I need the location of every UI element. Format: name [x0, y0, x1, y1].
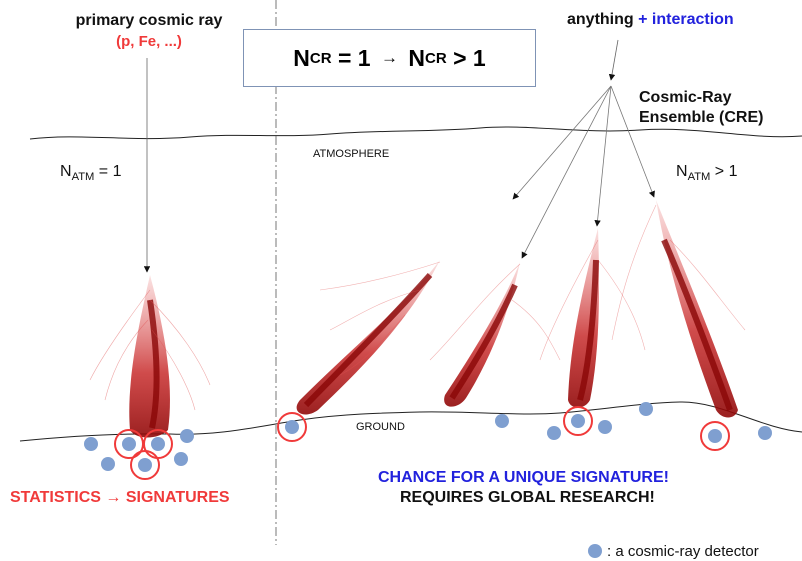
air-shower-5 — [611, 200, 746, 418]
hit-ring — [563, 406, 593, 436]
detector — [708, 429, 722, 443]
air-shower-3 — [429, 262, 561, 407]
primary-particles-label: (p, Fe, ...) — [116, 33, 182, 50]
detector — [285, 420, 299, 434]
n-atm-left-label: NATM = 1 — [60, 163, 122, 183]
hit-ring — [277, 412, 307, 442]
legend-detector-icon — [588, 544, 602, 558]
air-shower-4 — [539, 228, 646, 408]
fan-arrow-1 — [512, 85, 612, 200]
cre-label: Cosmic-Ray Ensemble (CRE) — [639, 89, 764, 126]
n-atm-right-label: NATM > 1 — [676, 163, 738, 183]
statistics-signatures-label: STATISTICS → SIGNATURES — [10, 489, 230, 506]
detector — [174, 452, 188, 466]
detector — [180, 429, 194, 443]
detector — [571, 414, 585, 428]
fan-arrow-3 — [594, 85, 612, 227]
detector — [547, 426, 561, 440]
hit-ring — [700, 421, 730, 451]
global-research-label: REQUIRES GLOBAL RESEARCH! — [400, 489, 655, 506]
air-shower-1 — [89, 275, 211, 438]
ground-label: GROUND — [356, 421, 405, 433]
detector — [101, 457, 115, 471]
fan-arrow-4 — [610, 85, 655, 198]
legend-label: : a cosmic-ray detector — [607, 543, 759, 560]
primary-cosmic-ray-label: primary cosmic ray — [75, 12, 223, 29]
detector — [639, 402, 653, 416]
detector — [138, 458, 152, 472]
atmosphere-label: ATMOSPHERE — [313, 148, 390, 160]
detector — [122, 437, 136, 451]
atmosphere-line — [29, 126, 802, 140]
detectors — [84, 402, 772, 472]
air-shower-2 — [296, 260, 441, 415]
formula-box: N CR = 1 → N CR > 1 — [243, 29, 536, 87]
interaction-arrow — [608, 39, 619, 81]
detector — [151, 437, 165, 451]
chance-signature-label: CHANCE FOR A UNIQUE SIGNATURE! — [378, 469, 669, 486]
detector — [598, 420, 612, 434]
detector — [495, 414, 509, 428]
fan-arrow-2 — [521, 85, 612, 259]
hit-ring — [130, 450, 160, 480]
hit-rings — [114, 406, 730, 480]
anything-interaction-label: anything + interaction — [567, 11, 734, 28]
detector — [758, 426, 772, 440]
detector — [84, 437, 98, 451]
